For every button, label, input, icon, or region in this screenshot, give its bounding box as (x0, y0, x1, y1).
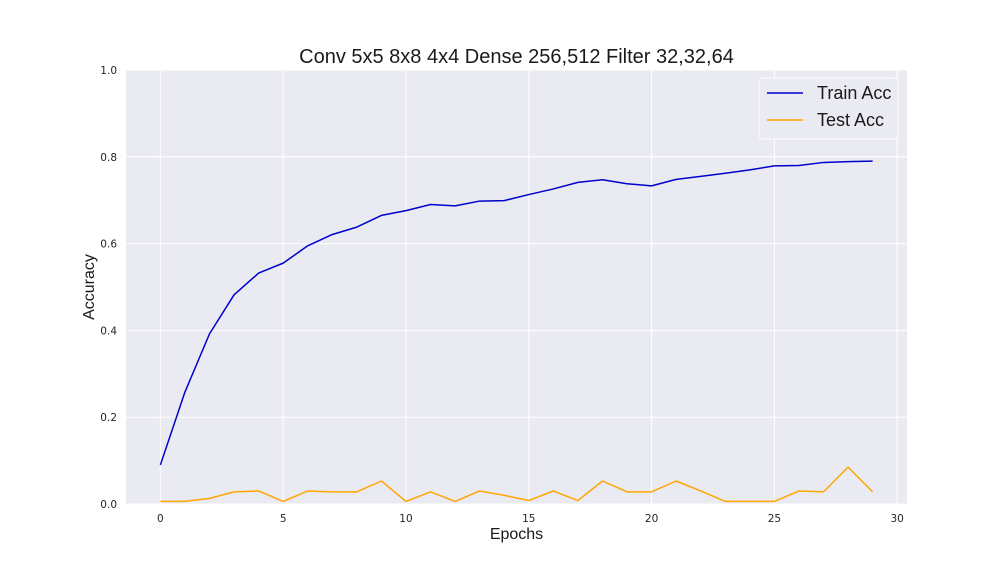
x-tick-label: 20 (645, 513, 658, 525)
y-tick-label: 0.2 (100, 412, 117, 424)
x-tick-label: 10 (399, 513, 412, 525)
gridlines (126, 69, 907, 505)
x-tick-label: 30 (890, 513, 903, 525)
tick-labels: 0 5 10 15 20 25 30 0.0 0.2 0.4 0.6 0.8 1.0 (100, 65, 904, 525)
series-line-test-acc (160, 466, 874, 503)
y-axis-label: Accuracy (81, 254, 98, 320)
series-line-train-acc (159, 160, 873, 466)
y-tick-label: 0.8 (100, 152, 117, 164)
plot-area (126, 70, 907, 504)
y-tick-label: 1.0 (100, 65, 117, 77)
x-tick-label: 25 (768, 513, 781, 525)
legend-label-test-acc: Test Acc (817, 110, 884, 130)
y-tick-label: 0.4 (100, 325, 117, 337)
legend: Train Acc Test Acc (758, 77, 899, 140)
series-lines (159, 160, 874, 503)
legend-label-train-acc: Train Acc (817, 83, 891, 103)
chart-title: Conv 5x5 8x8 4x4 Dense 256,512 Filter 32… (299, 46, 734, 68)
x-tick-label: 0 (157, 513, 164, 525)
x-tick-label: 15 (522, 513, 535, 525)
y-tick-label: 0.6 (100, 239, 117, 251)
x-tick-label: 5 (280, 513, 287, 525)
y-tick-label: 0.0 (100, 499, 117, 511)
x-axis-label: Epochs (490, 526, 543, 543)
